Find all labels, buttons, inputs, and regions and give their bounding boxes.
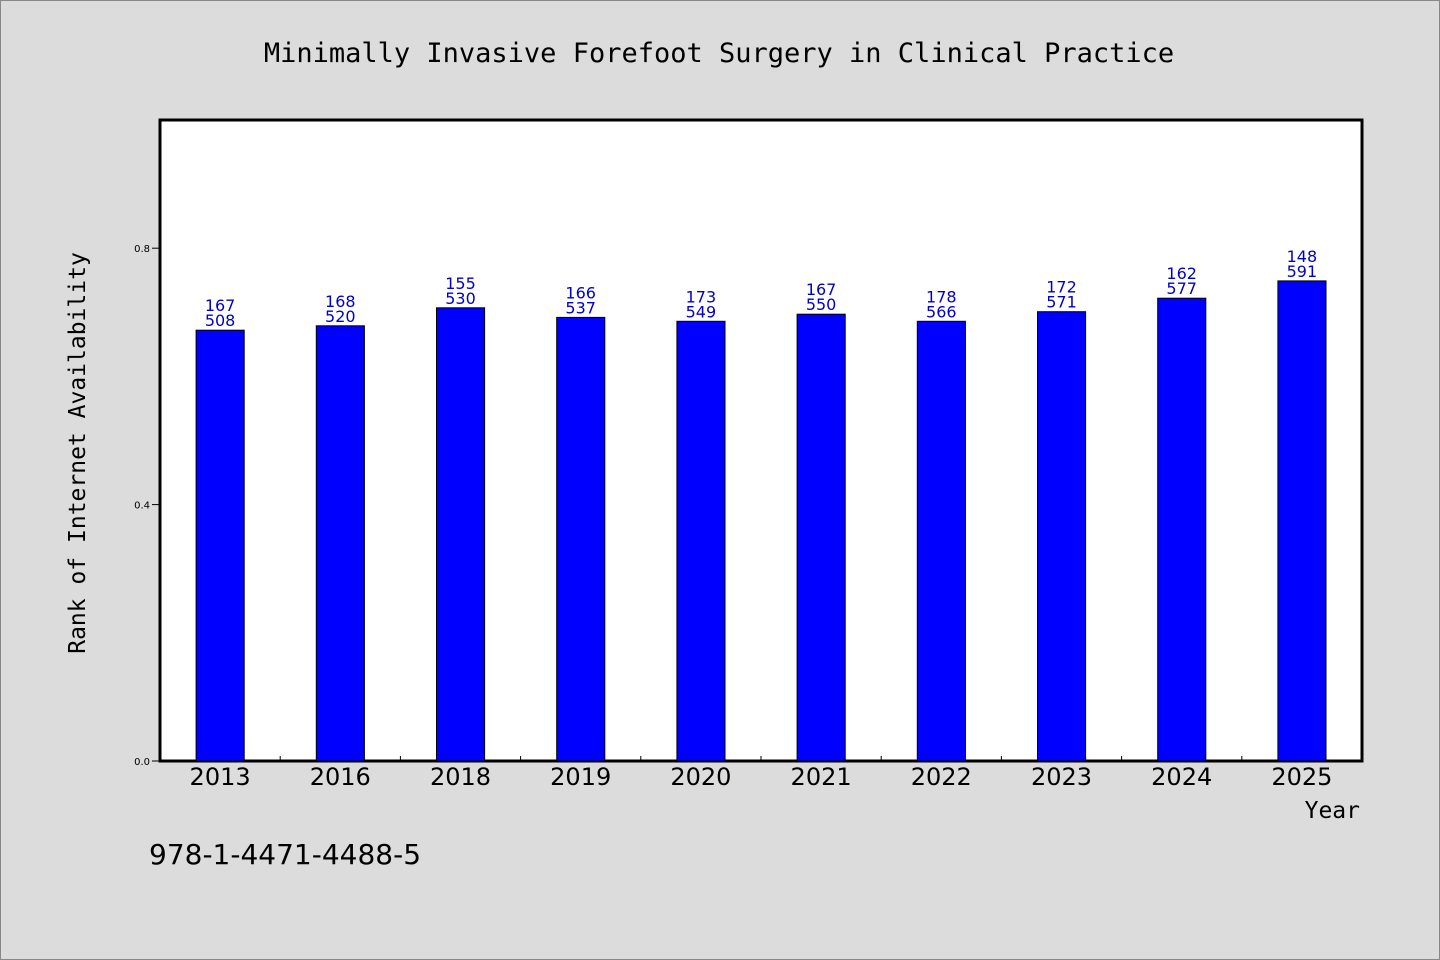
data-label-2024-line-2: 577 (1166, 279, 1197, 298)
y-axis-title: Rank of Internet Availability (65, 252, 91, 654)
x-tick-label-2021: 2021 (791, 763, 852, 791)
data-label-2016-line-2: 520 (325, 307, 356, 326)
bar-2024 (1157, 297, 1207, 762)
bar-2013 (195, 329, 245, 762)
data-label-2016-line-1: 168 (325, 292, 356, 311)
isbn-label: 978-1-4471-4488-5 (149, 838, 421, 871)
x-axis-title: Year (1305, 798, 1360, 824)
data-label-2013-line-1: 167 (205, 296, 236, 315)
bar-2023 (1037, 311, 1087, 762)
bar-2016 (315, 325, 365, 762)
x-tick-label-2019: 2019 (550, 763, 611, 791)
data-label-2023-line-2: 571 (1046, 293, 1077, 312)
x-tick-label-2018: 2018 (430, 763, 491, 791)
data-label-2018-line-1: 155 (445, 274, 476, 293)
data-label-2021-line-1: 167 (806, 280, 837, 299)
x-tick-label-2022: 2022 (911, 763, 972, 791)
x-axis-ticks: 2013 2016 2018 2019 2020 2021 2022 2023 2024 2025 (190, 756, 1332, 791)
data-label-2022-line-2: 566 (926, 302, 957, 321)
data-label-2019-line-1: 166 (565, 283, 596, 302)
y-tick-label: 0.0 (134, 757, 150, 768)
data-label-2023-line-1: 172 (1046, 278, 1077, 297)
data-label-2025-line-2: 591 (1287, 262, 1318, 281)
data-label-2019-line-2: 537 (565, 298, 596, 317)
data-label-2024-line-1: 162 (1166, 264, 1197, 283)
x-tick-label-2013: 2013 (190, 763, 251, 791)
data-label-2021-line-2: 550 (806, 295, 837, 314)
bar-2020 (676, 320, 726, 762)
y-tick-label: 0.4 (134, 501, 150, 512)
bar-2021 (796, 313, 846, 762)
y-tick-label: 0.8 (134, 244, 150, 255)
x-tick-label-2025: 2025 (1271, 763, 1332, 791)
bar-2025 (1277, 280, 1327, 762)
data-label-2013-line-2: 508 (205, 311, 236, 330)
x-tick-label-2020: 2020 (670, 763, 731, 791)
data-label-2022-line-1: 178 (926, 287, 957, 306)
x-tick-label-2024: 2024 (1151, 763, 1212, 791)
data-label-2020-line-2: 549 (686, 302, 717, 321)
data-label-2018-line-2: 530 (445, 289, 476, 308)
data-label-2025-line-1: 148 (1287, 247, 1318, 266)
data-label-2020-line-1: 173 (686, 287, 717, 306)
x-tick-label-2023: 2023 (1031, 763, 1092, 791)
bar-2022 (916, 320, 966, 762)
bars-group (195, 280, 1327, 762)
x-tick-label-2016: 2016 (310, 763, 371, 791)
y-axis-ticks: 0.0 0.4 0.8 (134, 244, 160, 768)
bar-2018 (436, 307, 486, 762)
bar-2019 (556, 316, 606, 762)
chart-title: Minimally Invasive Forefoot Surgery in C… (264, 38, 1174, 69)
